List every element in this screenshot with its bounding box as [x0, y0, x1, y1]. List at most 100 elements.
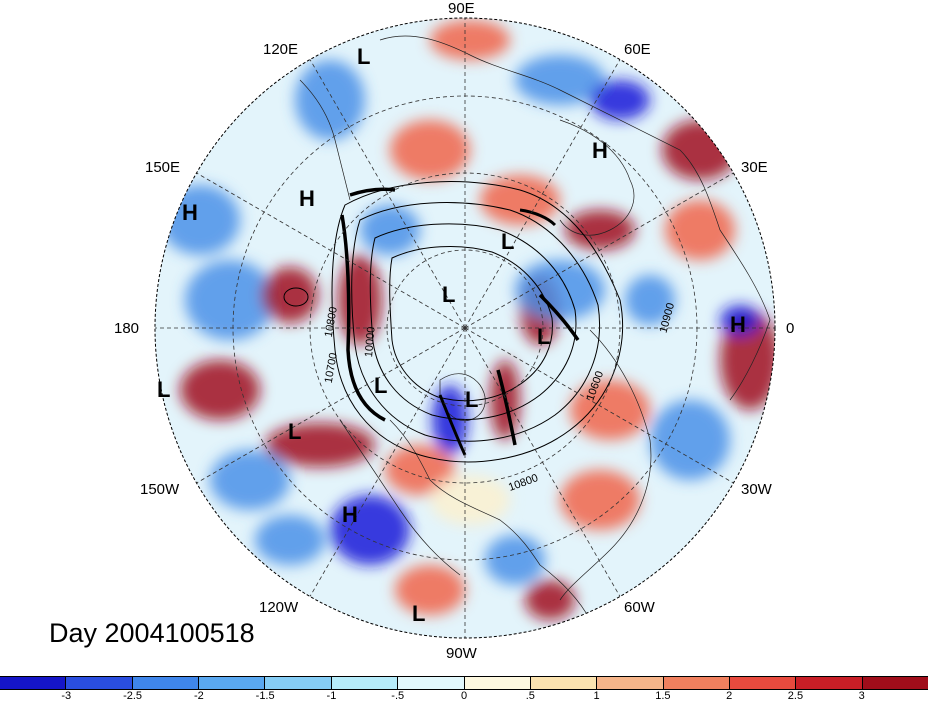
- anomaly-blob: [185, 260, 275, 340]
- anomaly-blob: [565, 210, 635, 250]
- colorbar-segment: [398, 677, 465, 689]
- coastline-africa: [559, 329, 652, 601]
- colorbar-segment: [862, 677, 928, 689]
- anomaly-blob: [665, 200, 735, 260]
- anomaly-blob: [525, 580, 575, 620]
- colorbar-tick-label: -1.5: [255, 690, 275, 702]
- pressure-center-low: L: [501, 229, 515, 254]
- anomaly-blob: [160, 185, 240, 255]
- jet-contour-west: [340, 214, 386, 422]
- closed-contour-pacific: [283, 287, 309, 307]
- lon-label-90w: 90W: [446, 645, 477, 662]
- colorbar-tick-label: 0: [460, 690, 468, 702]
- anomaly-blob: [295, 60, 365, 140]
- coastline-europe: [559, 119, 635, 236]
- anomaly-blob: [515, 55, 605, 105]
- meridian-line: [464, 59, 621, 329]
- meridian-line: [464, 327, 734, 484]
- colorbar-tick-label: 2.5: [787, 690, 804, 702]
- colorbar-segment: [663, 677, 730, 689]
- pressure-center-low: L: [157, 377, 171, 402]
- anomaly-blob: [180, 360, 260, 420]
- lon-label-150e: 150E: [145, 159, 181, 176]
- colorbar-tick-label: 1.5: [655, 690, 671, 702]
- anomaly-blob: [262, 267, 318, 323]
- jet-contour-greenland: [438, 394, 467, 456]
- jet-contour-scandinavia: [519, 208, 557, 227]
- anomaly-blob: [255, 515, 325, 565]
- anomaly-blob: [720, 305, 760, 335]
- pressure-center-high: H: [592, 138, 608, 163]
- pressure-center-low: L: [357, 44, 371, 69]
- contour-ring-2: [351, 202, 601, 442]
- lon-label-60w: 60W: [624, 599, 655, 616]
- jet-contour-europe: [538, 293, 580, 341]
- anomaly-blob: [625, 275, 675, 325]
- pressure-center-high: H: [342, 502, 358, 527]
- anomaly-blob: [570, 380, 650, 440]
- colorbar-tick-label: -3: [61, 690, 72, 702]
- anomaly-blob: [560, 470, 640, 530]
- lon-label-180: 180: [114, 320, 140, 337]
- anomaly-blob: [590, 80, 650, 120]
- colorbar-segment: [199, 677, 266, 689]
- pressure-center-low: L: [412, 601, 426, 626]
- colorbar-segment: [66, 677, 133, 689]
- anomaly-blob: [395, 565, 465, 615]
- anomaly-blob: [662, 120, 738, 180]
- pressure-center-low: L: [442, 282, 456, 307]
- coastline-eurasia: [379, 35, 771, 401]
- anomaly-blob: [480, 175, 560, 225]
- coastline-asia-east: [299, 79, 351, 201]
- anomaly-blob: [515, 260, 605, 320]
- contour-ring-1: [331, 181, 624, 463]
- graticule: [155, 18, 775, 638]
- anomaly-blob: [430, 20, 510, 60]
- colorbar-segment: [597, 677, 664, 689]
- anomaly-blob: [330, 495, 410, 565]
- anomaly-blob: [650, 400, 730, 480]
- anomaly-blob: [385, 445, 455, 495]
- colorbar-segment: [464, 677, 531, 689]
- pressure-center-low: L: [374, 373, 388, 398]
- colorbar-tick-label: 3: [858, 690, 865, 702]
- colorbar-tick-label: -1: [326, 690, 337, 702]
- pressure-center-high: H: [182, 200, 198, 225]
- colorbar-tick-label: 2: [726, 690, 733, 702]
- colorbar: [0, 676, 928, 690]
- pressure-center-high: H: [730, 312, 746, 337]
- meridian-line: [464, 327, 621, 597]
- colorbar-segment: [530, 677, 598, 689]
- colorbar-tick-label: -.5: [391, 690, 405, 702]
- anomaly-blob: [430, 475, 510, 525]
- contour-ring-4: [389, 246, 553, 402]
- colorbar-tick-label: -2: [193, 690, 204, 702]
- lon-label-90e: 90E: [448, 0, 475, 17]
- meridian-line: [196, 172, 466, 329]
- anomaly-blob: [360, 205, 420, 255]
- colorbar-tick-label: .5: [525, 690, 535, 702]
- height-contours: [283, 181, 624, 463]
- lon-label-120e: 120E: [263, 41, 299, 58]
- coastline-north-america-east: [389, 419, 591, 621]
- pressure-center-low: L: [537, 324, 551, 349]
- jet-contour-atlantic: [496, 369, 517, 446]
- pressure-center-high: H: [299, 186, 315, 211]
- anomaly-blob: [265, 423, 375, 467]
- lon-label-120w: 120W: [259, 599, 299, 616]
- pressure-center-low: L: [288, 419, 302, 444]
- lon-label-0: 0: [786, 320, 795, 337]
- colorbar-tick-label: 1: [593, 690, 600, 702]
- meridian-line: [464, 172, 734, 329]
- day-label: Day 2004100518: [49, 618, 255, 648]
- colorbar-segment: [796, 677, 863, 689]
- colorbar-tick-label: -2.5: [123, 690, 143, 702]
- colorbar-segment: [331, 677, 399, 689]
- colorbar-segment: [132, 677, 200, 689]
- colorbar-segment: [729, 677, 797, 689]
- meridian-line: [309, 327, 466, 597]
- lon-label-30e: 30E: [741, 159, 768, 176]
- lon-label-150w: 150W: [140, 481, 180, 498]
